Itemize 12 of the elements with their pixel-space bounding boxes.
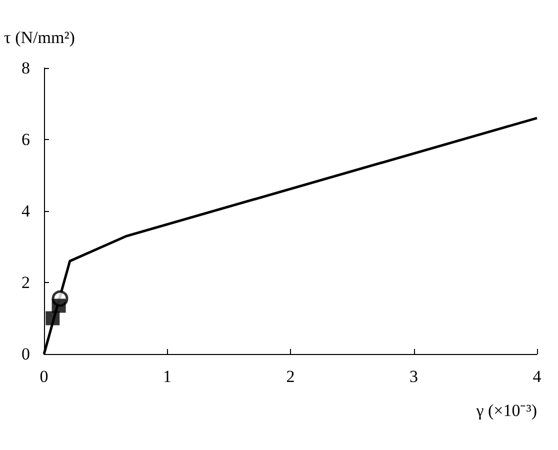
- y-axis-title: τ (N/mm²): [4, 28, 75, 47]
- x-tick-label: 4: [532, 367, 542, 386]
- y-tick-label: 8: [22, 58, 30, 78]
- x-tick-label: 0: [40, 367, 48, 386]
- y-tick-label: 6: [22, 130, 30, 149]
- x-tick-label: 2: [286, 367, 295, 386]
- x-axis-title: γ (×10⁻³): [475, 401, 537, 420]
- x-tick-label: 1: [163, 367, 172, 386]
- y-tick-label: 0: [22, 344, 30, 364]
- x-tick-label: 3: [410, 367, 418, 386]
- y-tick-label: 2: [22, 273, 30, 292]
- y-tick-label: 4: [22, 202, 30, 220]
